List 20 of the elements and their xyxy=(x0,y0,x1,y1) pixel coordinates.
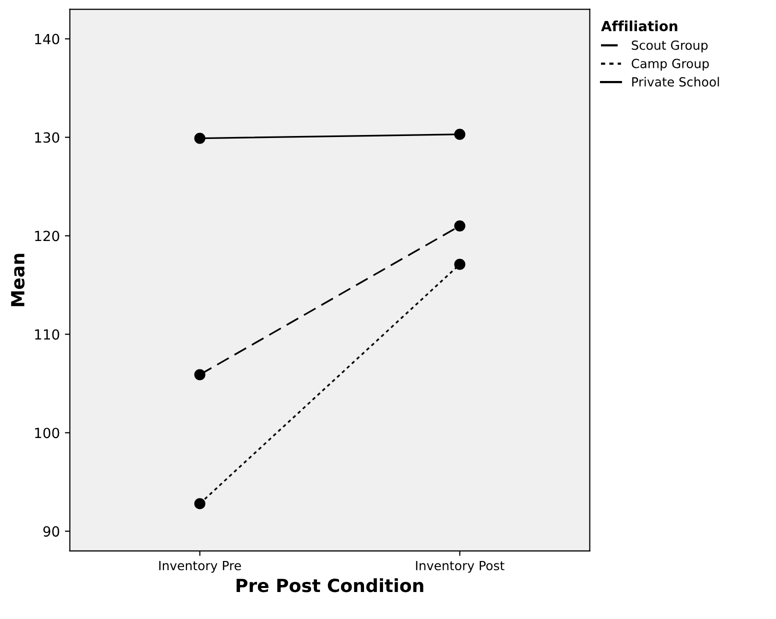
x-axis-title: Pre Post Condition xyxy=(236,578,424,592)
legend-label: Scout Group xyxy=(632,40,708,52)
point xyxy=(194,498,206,510)
legend-label: Private School xyxy=(632,76,719,87)
point xyxy=(454,220,466,232)
y-tick-label: 110 xyxy=(35,329,60,340)
y-tick-label: 120 xyxy=(35,230,60,242)
point xyxy=(454,128,466,140)
point xyxy=(454,258,466,270)
y-tick-label: 100 xyxy=(35,428,60,438)
y-tick-label: 130 xyxy=(35,132,60,143)
legend-title: Affiliation xyxy=(601,20,678,32)
y-tick-label: 90 xyxy=(43,526,60,537)
point xyxy=(194,369,206,380)
x-tick-label: Inventory Pre xyxy=(159,561,241,573)
point xyxy=(194,132,206,144)
y-axis-title: Mean xyxy=(11,254,25,306)
x-tick-label: Inventory Post xyxy=(416,561,504,573)
y-tick-label: 140 xyxy=(35,34,60,44)
legend-label: Camp Group xyxy=(632,58,709,71)
